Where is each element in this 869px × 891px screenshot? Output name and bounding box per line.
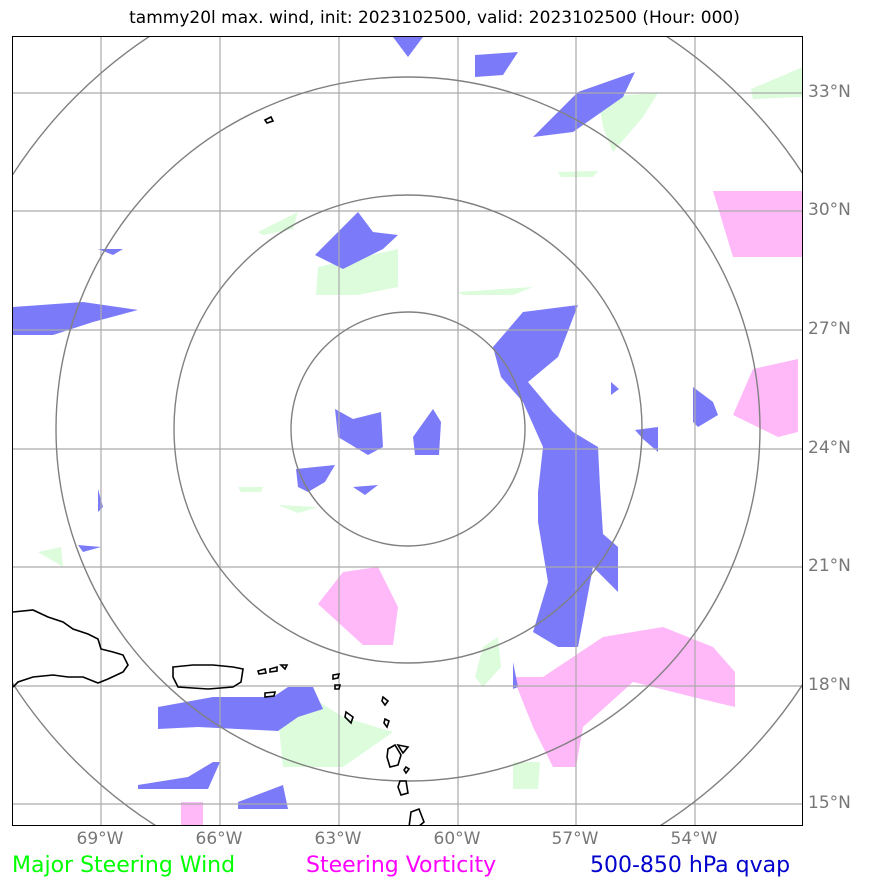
island-coast bbox=[383, 717, 390, 729]
wind-patch bbox=[458, 287, 533, 295]
vorticity-patch bbox=[181, 802, 203, 825]
wind-patch bbox=[513, 762, 540, 789]
qvap-patch bbox=[78, 545, 101, 552]
qvap-patch bbox=[635, 427, 658, 452]
vorticity-patch bbox=[513, 627, 735, 767]
island-coast bbox=[397, 780, 409, 796]
qvap-patch bbox=[513, 662, 518, 689]
coastlines bbox=[13, 115, 425, 825]
lat-label-21n: 21°N bbox=[808, 556, 851, 576]
map-canvas bbox=[13, 37, 802, 825]
qvap-patch bbox=[533, 72, 635, 137]
range-ring bbox=[55, 76, 761, 782]
wind-patch bbox=[598, 93, 658, 152]
range-rings bbox=[13, 37, 802, 825]
wind-patch bbox=[258, 212, 298, 235]
legend-qvap: 500-850 hPa qvap bbox=[590, 853, 791, 878]
island-coast bbox=[386, 743, 402, 768]
qvap-patch bbox=[413, 409, 441, 455]
qvap-patch bbox=[158, 687, 323, 731]
island-coast bbox=[344, 710, 354, 725]
lat-label-15n: 15°N bbox=[808, 793, 851, 813]
vorticity-patch bbox=[713, 191, 802, 257]
island-coast bbox=[381, 695, 390, 707]
range-ring bbox=[290, 311, 526, 547]
island-coast bbox=[264, 691, 277, 698]
qvap-patch bbox=[611, 382, 619, 395]
map-title: tammy20l max. wind, init: 2023102500, va… bbox=[129, 8, 740, 28]
island-coast bbox=[256, 668, 267, 675]
wind-patch bbox=[751, 67, 802, 99]
qvap-patch bbox=[138, 762, 220, 789]
puerto-rico-coast bbox=[172, 664, 244, 690]
wind-patch bbox=[278, 505, 318, 513]
lon-label-54w: 54°W bbox=[670, 829, 718, 849]
legend-steering-wind: Major Steering Wind bbox=[12, 853, 236, 878]
wind-patch bbox=[475, 637, 501, 687]
island-coast bbox=[408, 807, 425, 825]
island-coast bbox=[334, 684, 342, 690]
lat-label-30n: 30°N bbox=[808, 200, 851, 220]
hispaniola-coast bbox=[13, 609, 129, 688]
lon-label-57w: 57°W bbox=[551, 829, 599, 849]
qvap-layer bbox=[13, 37, 718, 809]
lat-label-33n: 33°N bbox=[808, 82, 851, 102]
wind-patch bbox=[238, 487, 263, 492]
map-panel[interactable] bbox=[12, 36, 803, 826]
qvap-patch bbox=[493, 305, 618, 647]
qvap-patch bbox=[335, 409, 383, 455]
qvap-patch bbox=[353, 485, 378, 495]
vorticity-patch bbox=[733, 359, 798, 437]
island-coast bbox=[279, 664, 289, 671]
wind-patch bbox=[316, 249, 398, 295]
island-coast bbox=[332, 673, 341, 680]
qvap-patch bbox=[238, 785, 288, 809]
qvap-patch bbox=[13, 302, 138, 335]
island-coast bbox=[403, 765, 411, 775]
qvap-patch bbox=[315, 212, 398, 269]
qvap-patch bbox=[693, 387, 718, 427]
range-ring bbox=[173, 194, 643, 664]
lat-label-27n: 27°N bbox=[808, 319, 851, 339]
graticule bbox=[13, 37, 802, 825]
qvap-patch bbox=[475, 52, 518, 77]
lon-label-60w: 60°W bbox=[433, 829, 481, 849]
wind-patch bbox=[558, 171, 598, 177]
range-ring bbox=[13, 37, 802, 825]
steering-wind-layer bbox=[38, 67, 802, 789]
lat-label-18n: 18°N bbox=[808, 675, 851, 695]
steering-vorticity-layer bbox=[181, 191, 802, 825]
island-coast bbox=[269, 665, 278, 673]
qvap-patch bbox=[393, 37, 423, 57]
legend-steering-vorticity: Steering Vorticity bbox=[306, 853, 497, 878]
lat-label-24n: 24°N bbox=[808, 438, 851, 458]
lon-label-69w: 69°W bbox=[76, 829, 124, 849]
island-coast bbox=[396, 743, 410, 755]
vorticity-patch bbox=[318, 567, 398, 645]
island-coast bbox=[263, 115, 275, 124]
wind-patch bbox=[38, 547, 63, 567]
lon-label-66w: 66°W bbox=[195, 829, 243, 849]
lon-label-63w: 63°W bbox=[314, 829, 362, 849]
